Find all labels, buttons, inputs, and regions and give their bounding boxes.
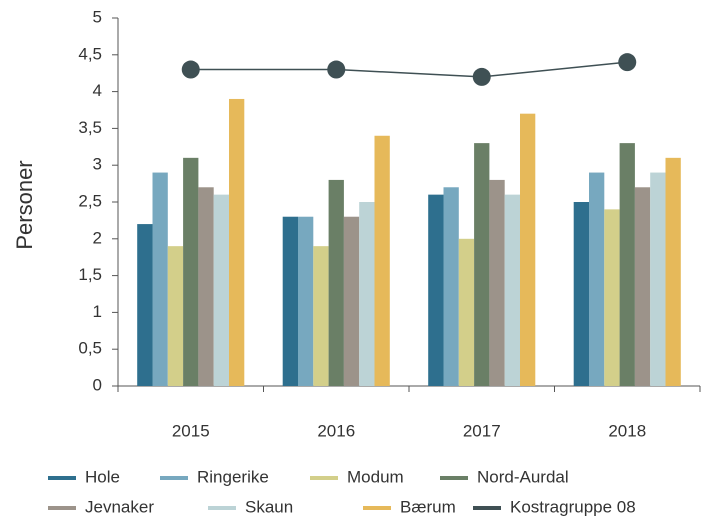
y-axis-label: Personer <box>12 160 37 249</box>
y-tick-label: 2 <box>93 228 102 247</box>
line <box>190 61 628 78</box>
bar <box>650 172 666 386</box>
y-tick-label: 1,5 <box>78 265 102 284</box>
y-tick-label: 5 <box>93 7 102 26</box>
bar <box>589 172 605 386</box>
bar <box>604 209 620 386</box>
y-tick-label: 2,5 <box>78 191 102 210</box>
bar <box>343 216 360 386</box>
line-marker <box>181 60 200 79</box>
bar <box>458 238 475 386</box>
bar <box>328 179 344 386</box>
bar <box>152 172 168 386</box>
y-tick-label: 0,5 <box>78 339 102 358</box>
legend-label: Modum <box>347 467 404 486</box>
bar <box>619 143 635 386</box>
legend-label: Skaun <box>245 497 293 516</box>
bar <box>282 216 298 386</box>
legend-label: Kostragruppe 08 <box>510 497 636 516</box>
bar <box>443 187 459 386</box>
legend-label: Jevnaker <box>85 497 154 516</box>
bar <box>167 246 184 386</box>
bar <box>298 216 314 386</box>
x-tick-label: 2016 <box>317 421 355 440</box>
y-tick-label: 3 <box>93 155 102 174</box>
legend-label: Nord-Aurdal <box>477 467 569 486</box>
bar <box>229 98 245 387</box>
y-tick-label: 1 <box>93 302 102 321</box>
bar <box>504 194 520 386</box>
x-tick-label: 2015 <box>172 421 210 440</box>
bar <box>374 135 390 386</box>
legend-label: Ringerike <box>197 467 269 486</box>
bar <box>428 194 444 386</box>
x-tick-label: 2017 <box>463 421 501 440</box>
bar <box>634 187 651 386</box>
line-marker <box>472 67 491 86</box>
bar <box>213 194 229 386</box>
bar <box>520 113 536 387</box>
bar <box>489 179 505 386</box>
legend-label: Bærum <box>400 497 456 516</box>
line-marker <box>327 60 346 79</box>
x-tick-label: 2018 <box>608 421 646 440</box>
y-tick-label: 4,5 <box>78 44 102 63</box>
y-tick-label: 0 <box>93 375 102 394</box>
line-marker <box>618 53 637 72</box>
bar <box>198 187 214 386</box>
bar <box>137 224 153 386</box>
y-tick-label: 3,5 <box>78 118 102 137</box>
bar <box>573 202 589 386</box>
bar <box>313 246 329 386</box>
legend-label: Hole <box>85 467 120 486</box>
bar <box>665 157 681 386</box>
bar <box>359 202 375 386</box>
y-tick-label: 4 <box>93 81 102 100</box>
bar <box>474 143 490 386</box>
bar <box>183 157 199 386</box>
